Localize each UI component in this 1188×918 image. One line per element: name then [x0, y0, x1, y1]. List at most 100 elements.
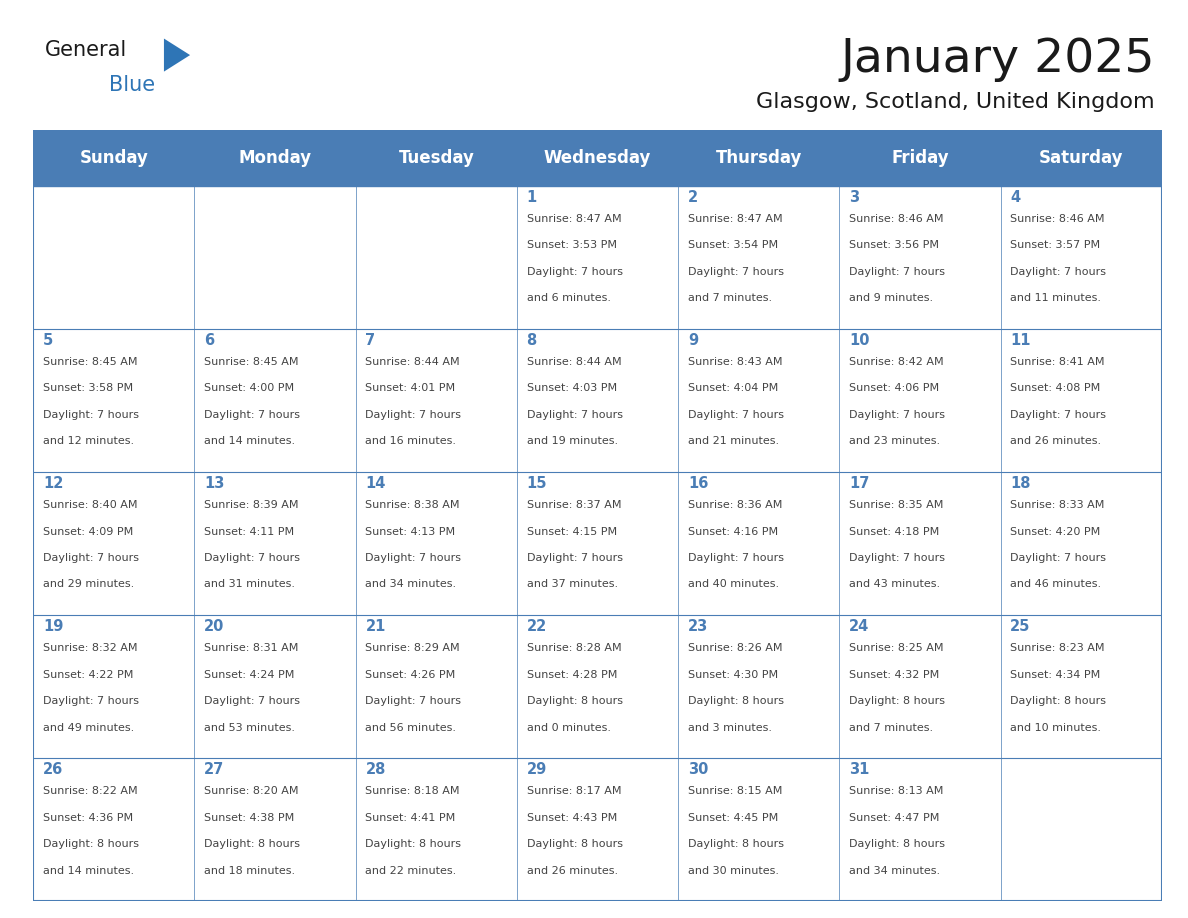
Text: and 14 minutes.: and 14 minutes.	[204, 436, 296, 446]
Text: Sunset: 4:04 PM: Sunset: 4:04 PM	[688, 384, 778, 394]
Text: Daylight: 7 hours: Daylight: 7 hours	[688, 553, 784, 563]
Text: Daylight: 7 hours: Daylight: 7 hours	[526, 267, 623, 276]
Text: 2: 2	[688, 190, 699, 205]
Bar	[840, 615, 1000, 758]
Bar	[33, 472, 195, 615]
Text: 8: 8	[526, 333, 537, 348]
Bar	[678, 758, 840, 901]
Text: 29: 29	[526, 762, 546, 778]
Text: Sunday: Sunday	[80, 149, 148, 167]
Text: and 30 minutes.: and 30 minutes.	[688, 866, 779, 876]
Text: Daylight: 7 hours: Daylight: 7 hours	[849, 267, 946, 276]
Text: Sunset: 4:09 PM: Sunset: 4:09 PM	[43, 527, 133, 536]
Text: Daylight: 7 hours: Daylight: 7 hours	[688, 267, 784, 276]
Bar	[840, 472, 1000, 615]
Text: 1: 1	[526, 190, 537, 205]
Text: Sunrise: 8:35 AM: Sunrise: 8:35 AM	[849, 500, 943, 510]
Text: and 37 minutes.: and 37 minutes.	[526, 579, 618, 589]
Bar	[517, 185, 678, 329]
Text: Daylight: 8 hours: Daylight: 8 hours	[43, 839, 139, 849]
Bar	[517, 329, 678, 472]
Text: and 43 minutes.: and 43 minutes.	[849, 579, 940, 589]
Text: Sunset: 4:43 PM: Sunset: 4:43 PM	[526, 812, 617, 823]
Text: Sunrise: 8:41 AM: Sunrise: 8:41 AM	[1010, 357, 1105, 367]
Text: 5: 5	[43, 333, 53, 348]
Text: Sunrise: 8:45 AM: Sunrise: 8:45 AM	[43, 357, 138, 367]
Bar	[840, 758, 1000, 901]
Text: Daylight: 8 hours: Daylight: 8 hours	[366, 839, 461, 849]
Text: Sunrise: 8:18 AM: Sunrise: 8:18 AM	[366, 786, 460, 796]
Text: Sunrise: 8:15 AM: Sunrise: 8:15 AM	[688, 786, 782, 796]
Bar	[195, 329, 355, 472]
Text: Blue: Blue	[109, 75, 156, 95]
Text: Sunrise: 8:13 AM: Sunrise: 8:13 AM	[849, 786, 943, 796]
Text: 13: 13	[204, 476, 225, 491]
Text: January 2025: January 2025	[840, 37, 1155, 82]
Text: Sunset: 4:15 PM: Sunset: 4:15 PM	[526, 527, 617, 536]
Text: Sunset: 4:38 PM: Sunset: 4:38 PM	[204, 812, 295, 823]
Text: 26: 26	[43, 762, 63, 778]
Bar	[678, 615, 840, 758]
Text: Daylight: 8 hours: Daylight: 8 hours	[849, 696, 946, 706]
Text: 3: 3	[849, 190, 859, 205]
Text: 24: 24	[849, 619, 870, 634]
Bar	[1000, 329, 1162, 472]
Text: Sunset: 3:56 PM: Sunset: 3:56 PM	[849, 241, 939, 251]
Bar	[33, 185, 195, 329]
Text: and 56 minutes.: and 56 minutes.	[366, 722, 456, 733]
Text: and 18 minutes.: and 18 minutes.	[204, 866, 296, 876]
Bar	[195, 615, 355, 758]
Text: 31: 31	[849, 762, 870, 778]
Bar	[33, 758, 195, 901]
Text: Daylight: 7 hours: Daylight: 7 hours	[849, 409, 946, 420]
Bar	[517, 472, 678, 615]
Text: Daylight: 8 hours: Daylight: 8 hours	[1010, 696, 1106, 706]
Text: Sunrise: 8:31 AM: Sunrise: 8:31 AM	[204, 644, 298, 653]
Text: Sunrise: 8:43 AM: Sunrise: 8:43 AM	[688, 357, 783, 367]
Text: Sunrise: 8:23 AM: Sunrise: 8:23 AM	[1010, 644, 1105, 653]
Text: and 29 minutes.: and 29 minutes.	[43, 579, 134, 589]
Bar	[33, 329, 195, 472]
Bar	[1000, 472, 1162, 615]
Text: 18: 18	[1010, 476, 1031, 491]
Text: 17: 17	[849, 476, 870, 491]
Text: and 53 minutes.: and 53 minutes.	[204, 722, 295, 733]
Text: Sunrise: 8:17 AM: Sunrise: 8:17 AM	[526, 786, 621, 796]
Text: Daylight: 7 hours: Daylight: 7 hours	[366, 553, 461, 563]
Text: Sunrise: 8:47 AM: Sunrise: 8:47 AM	[526, 214, 621, 224]
Bar	[195, 758, 355, 901]
Bar	[195, 472, 355, 615]
Text: Sunrise: 8:29 AM: Sunrise: 8:29 AM	[366, 644, 460, 653]
Text: Sunrise: 8:25 AM: Sunrise: 8:25 AM	[849, 644, 943, 653]
Text: Sunset: 4:00 PM: Sunset: 4:00 PM	[204, 384, 295, 394]
Text: Sunrise: 8:44 AM: Sunrise: 8:44 AM	[366, 357, 460, 367]
Text: Sunrise: 8:42 AM: Sunrise: 8:42 AM	[849, 357, 943, 367]
Text: Glasgow, Scotland, United Kingdom: Glasgow, Scotland, United Kingdom	[756, 92, 1155, 112]
Text: and 14 minutes.: and 14 minutes.	[43, 866, 134, 876]
Bar	[517, 615, 678, 758]
Text: 7: 7	[366, 333, 375, 348]
Text: and 21 minutes.: and 21 minutes.	[688, 436, 779, 446]
Text: Daylight: 8 hours: Daylight: 8 hours	[526, 839, 623, 849]
Text: Sunset: 4:41 PM: Sunset: 4:41 PM	[366, 812, 456, 823]
Text: Sunset: 4:30 PM: Sunset: 4:30 PM	[688, 669, 778, 679]
Text: Sunset: 4:06 PM: Sunset: 4:06 PM	[849, 384, 940, 394]
Text: Daylight: 8 hours: Daylight: 8 hours	[849, 839, 946, 849]
Text: Sunset: 4:26 PM: Sunset: 4:26 PM	[366, 669, 456, 679]
Text: General: General	[45, 40, 127, 61]
Text: and 34 minutes.: and 34 minutes.	[849, 866, 940, 876]
Text: and 40 minutes.: and 40 minutes.	[688, 579, 779, 589]
Text: Sunrise: 8:40 AM: Sunrise: 8:40 AM	[43, 500, 138, 510]
Bar	[355, 185, 517, 329]
Text: Sunset: 4:36 PM: Sunset: 4:36 PM	[43, 812, 133, 823]
Text: and 9 minutes.: and 9 minutes.	[849, 293, 934, 303]
Text: Daylight: 7 hours: Daylight: 7 hours	[204, 553, 301, 563]
Text: 22: 22	[526, 619, 546, 634]
Text: Sunrise: 8:22 AM: Sunrise: 8:22 AM	[43, 786, 138, 796]
Text: and 16 minutes.: and 16 minutes.	[366, 436, 456, 446]
Text: Sunrise: 8:32 AM: Sunrise: 8:32 AM	[43, 644, 138, 653]
Text: Sunrise: 8:39 AM: Sunrise: 8:39 AM	[204, 500, 298, 510]
Text: Sunrise: 8:44 AM: Sunrise: 8:44 AM	[526, 357, 621, 367]
Text: and 19 minutes.: and 19 minutes.	[526, 436, 618, 446]
Text: Sunset: 4:16 PM: Sunset: 4:16 PM	[688, 527, 778, 536]
